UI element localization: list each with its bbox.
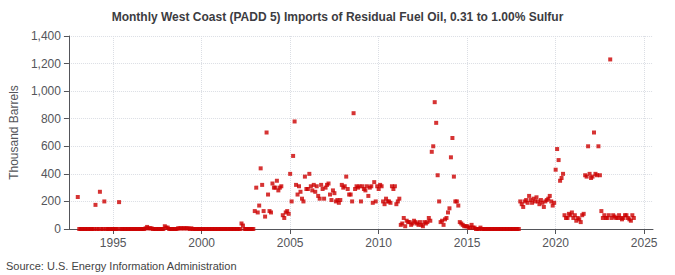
svg-text:400: 400 xyxy=(41,167,61,181)
svg-text:Thousand Barrels: Thousand Barrels xyxy=(7,85,21,180)
svg-text:2005: 2005 xyxy=(277,236,304,250)
svg-text:2020: 2020 xyxy=(542,236,569,250)
svg-text:200: 200 xyxy=(41,194,61,208)
svg-text:0: 0 xyxy=(54,222,61,236)
svg-text:2000: 2000 xyxy=(188,236,215,250)
svg-text:2025: 2025 xyxy=(631,236,658,250)
svg-text:2015: 2015 xyxy=(454,236,481,250)
svg-text:600: 600 xyxy=(41,139,61,153)
svg-text:2010: 2010 xyxy=(365,236,392,250)
svg-text:1,400: 1,400 xyxy=(31,29,61,43)
svg-text:Monthly West Coast (PADD 5) Im: Monthly West Coast (PADD 5) Imports of R… xyxy=(112,10,564,24)
svg-text:Source: U.S. Energy Informatio: Source: U.S. Energy Information Administ… xyxy=(6,260,237,272)
svg-text:1995: 1995 xyxy=(100,236,127,250)
svg-text:800: 800 xyxy=(41,112,61,126)
svg-text:1,000: 1,000 xyxy=(31,84,61,98)
svg-text:1,200: 1,200 xyxy=(31,57,61,71)
